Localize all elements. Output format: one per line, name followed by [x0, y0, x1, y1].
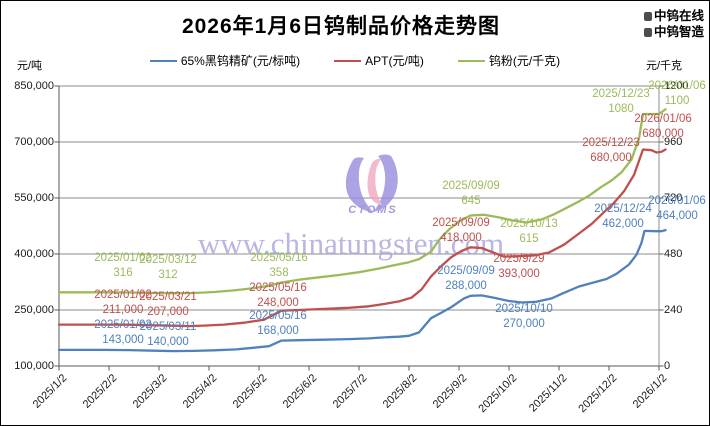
brand-logo-icon — [643, 27, 652, 37]
brand-row-1: 中钨在线 — [643, 8, 704, 24]
right-axis-label: 720 — [664, 192, 683, 204]
legend-label-powder: 钨粉(元/千克) — [488, 54, 561, 68]
watermark-site-text: www.chinatungsten.com — [198, 226, 504, 261]
series-line-0 — [57, 228, 667, 353]
left-axis-label: 250,000 — [14, 304, 54, 316]
legend-swatch-green — [457, 59, 485, 62]
series-line-2 — [57, 108, 667, 295]
watermark-logo-text: CTOMS — [348, 204, 398, 216]
legend-swatch-blue — [149, 59, 177, 62]
legend-item-wolframite: 65%黑钨精矿(元/标吨) — [149, 52, 301, 69]
left-axis-label: 400,000 — [14, 248, 54, 260]
left-axis-label: 550,000 — [14, 192, 54, 204]
chart-title: 2026年1月6日钨制品价格走势图 — [181, 15, 501, 38]
watermark: CTOMS www.chinatungsten.com — [198, 154, 504, 261]
watermark-logo-pink-petal — [367, 158, 382, 205]
brand-row-2: 中钨智造 — [643, 24, 704, 40]
left-axis-label: 100,000 — [14, 360, 54, 372]
right-axis-label: 240 — [664, 304, 683, 316]
watermark-logo-right-petal — [373, 154, 398, 212]
legend-item-apt: APT(元/吨) — [334, 52, 424, 69]
legend-label-apt: APT(元/吨) — [365, 54, 424, 68]
right-axis-label: 960 — [664, 136, 683, 148]
brand-box: 中钨在线 中钨智造 — [643, 8, 704, 40]
watermark-logo-left-petal — [345, 157, 373, 212]
brand-line-2: 中钨智造 — [653, 25, 704, 39]
right-axis-label: 480 — [664, 248, 683, 260]
brand-logo-icon — [643, 11, 652, 21]
right-axis-label: 0 — [664, 360, 671, 372]
left-axis-label: 850,000 — [14, 80, 54, 92]
legend-label-wolframite: 65%黑钨精矿(元/标吨) — [180, 54, 301, 68]
left-axis-label: 700,000 — [14, 136, 54, 148]
legend-swatch-red — [334, 59, 362, 62]
right-axis-unit: 元/千克 — [646, 60, 683, 72]
series-line-1 — [57, 148, 667, 328]
legend-item-powder: 钨粉(元/千克) — [457, 52, 561, 69]
brand-line-1: 中钨在线 — [653, 9, 704, 23]
legend: 65%黑钨精矿(元/标吨) APT(元/吨) 钨粉(元/千克) — [1, 52, 709, 69]
left-axis-unit: 元/吨 — [17, 60, 43, 72]
right-axis-label: 1200 — [664, 80, 689, 92]
